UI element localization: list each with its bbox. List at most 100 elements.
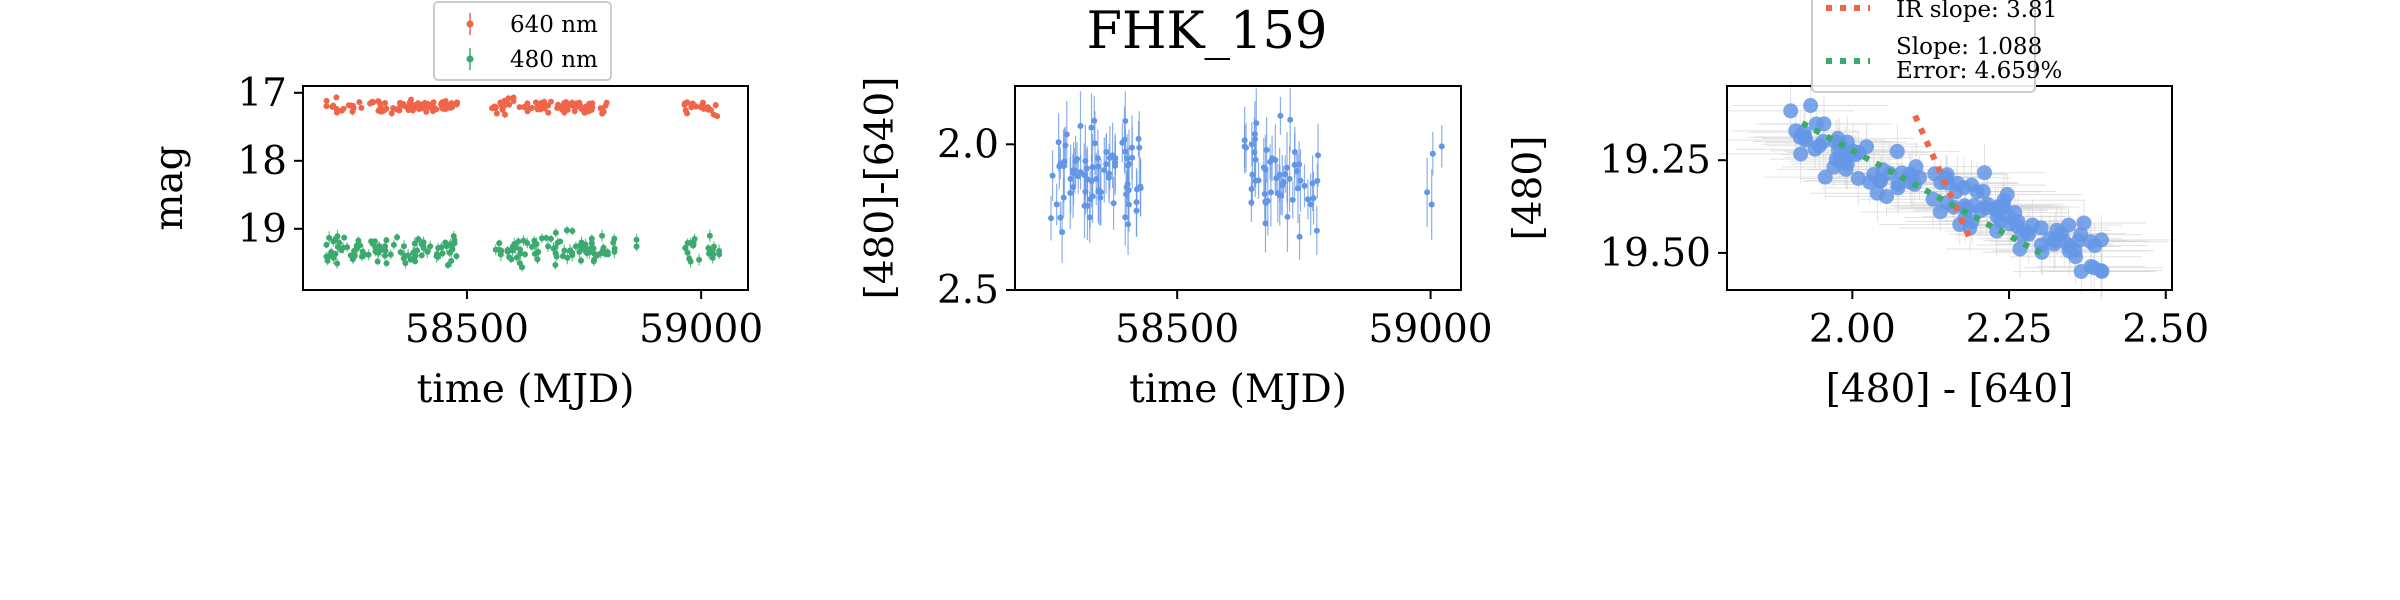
cmd-point — [1803, 98, 1819, 114]
mag-lc-640-point — [408, 96, 415, 103]
mag-lc-480-point — [400, 243, 407, 250]
mag-lc-480-point — [552, 229, 559, 236]
mag-lc-640-point — [516, 104, 523, 111]
mag-lc-640-point — [370, 99, 377, 106]
cmd-point — [2067, 243, 2083, 259]
mag-lc-480-point — [633, 236, 640, 243]
color-lc-point — [1123, 184, 1130, 191]
cmd-point — [1826, 159, 1842, 175]
mag-lc-640-point — [585, 104, 592, 111]
mag-lc-480-point — [374, 258, 381, 265]
color-lc-point — [1310, 195, 1317, 202]
color-lc-point — [1091, 117, 1098, 124]
mag-lc-640-point — [345, 102, 352, 109]
color-lc-point — [1243, 144, 1250, 151]
color-lc-point — [1313, 227, 1320, 234]
color-lc-point — [1133, 199, 1140, 206]
mag-lc-640-point — [576, 99, 583, 106]
mag-lc-480-point — [591, 250, 598, 257]
mag-lc-480-point — [382, 247, 389, 254]
color-lc-point — [1055, 139, 1062, 146]
color-lc-xtick-label: 58500 — [1115, 307, 1239, 352]
mag-lc-640-point — [500, 103, 507, 110]
mag-lc-640-point — [559, 104, 566, 111]
color-lc-point — [1075, 173, 1082, 180]
mag-lc-640-point — [340, 105, 347, 112]
color-lc-point — [1062, 142, 1069, 149]
mag-lc-480-point — [341, 234, 348, 241]
mag-lc-640-point — [699, 105, 706, 112]
color-lc-point — [1272, 157, 1279, 164]
mag-lc-480-point — [706, 232, 713, 239]
mag-lc-640-point — [421, 100, 428, 107]
color-lc-point — [1135, 135, 1142, 142]
cmd-point — [1993, 213, 2009, 229]
color-lc-point — [1248, 186, 1255, 193]
cmd-legend-error-label: Error: 4.659% — [1896, 58, 2062, 84]
mag-lc-480-point — [397, 249, 404, 256]
color-lc-point — [1255, 177, 1262, 184]
mag-lc-480-point — [532, 240, 539, 247]
mag-lc-640-point — [493, 110, 500, 117]
cmd-point — [2073, 263, 2089, 279]
mag-lc-480-point — [600, 244, 607, 251]
mag-lc-640-point — [393, 106, 400, 113]
mag-lc-480-point — [358, 253, 365, 260]
mag-lc-xtick-label: 58500 — [405, 307, 529, 352]
mag-lc-640-point — [388, 110, 395, 117]
mag-lc-plot-frame — [302, 85, 749, 291]
mag-lc-640-point — [423, 108, 430, 115]
color-lc-plot-frame — [1014, 85, 1462, 291]
cmd-point — [1890, 180, 1906, 196]
mag-lc-480-point — [520, 237, 527, 244]
mag-lc-480-point — [504, 248, 511, 255]
mag-lc-480-point — [705, 245, 712, 252]
mag-lc-legend-marker-0 — [466, 20, 474, 28]
mag-lc-480-point — [561, 247, 568, 254]
cmd-xtick-label: 2.25 — [1966, 307, 2053, 352]
mag-lc-480-point — [545, 243, 552, 250]
color-lightcurve-panel: 58500 59000 2.0 2.5 time (MJD) [480]-[640] — [858, 77, 1493, 412]
mag-lc-480-point — [611, 235, 618, 242]
cmd-point — [1811, 138, 1827, 154]
cmd-point — [1889, 143, 1905, 159]
color-lc-point — [1067, 190, 1074, 197]
mag-lc-ytick-label: 19 — [237, 207, 287, 252]
cmd-point — [1932, 204, 1948, 220]
mag-lc-480-point — [326, 234, 333, 241]
mag-lc-480-point — [506, 254, 513, 261]
mag-lc-640-point — [382, 100, 389, 107]
color-lc-point — [1125, 221, 1132, 228]
mag-lc-480-point — [590, 258, 597, 265]
mag-lc-640-point — [564, 106, 571, 113]
magnitude-lightcurve-panel: 58500 59000 17 18 19 time (MJD) mag 640 nm 480 n… — [147, 1, 763, 412]
mag-lc-480-point — [611, 248, 618, 255]
cmd-point — [1838, 161, 1854, 177]
cmd-ir-fit-line — [1912, 114, 1975, 244]
mag-lc-480-point — [433, 253, 440, 260]
mag-lc-640-point — [712, 102, 719, 109]
mag-lc-480-point — [583, 248, 590, 255]
color-lc-point — [1274, 190, 1281, 197]
mag-lc-xlabel: time (MJD) — [417, 367, 635, 412]
cmd-point — [2076, 215, 2092, 231]
mag-lc-480-point — [563, 227, 570, 234]
color-lc-point — [1428, 201, 1435, 208]
mag-lc-480-point — [633, 243, 640, 250]
color-lc-point — [1286, 175, 1293, 182]
color-lc-point — [1424, 189, 1431, 196]
color-lc-point — [1088, 177, 1095, 184]
cmd-xtick-label: 2.50 — [2122, 307, 2209, 352]
mag-lc-640-point — [350, 105, 357, 112]
color-lc-point — [1124, 155, 1131, 162]
mag-lc-480-point — [383, 237, 390, 244]
mag-lc-640-point — [502, 111, 509, 118]
cmd-point — [1925, 191, 1941, 207]
mag-lc-480-point — [372, 248, 379, 255]
color-lc-xlabel: time (MJD) — [1129, 367, 1347, 412]
mag-lc-480-point — [716, 247, 723, 254]
color-lc-point — [1291, 149, 1298, 156]
mag-lc-480-point — [394, 234, 401, 241]
mag-lc-640-point — [541, 102, 548, 109]
color-lc-point — [1287, 116, 1294, 123]
